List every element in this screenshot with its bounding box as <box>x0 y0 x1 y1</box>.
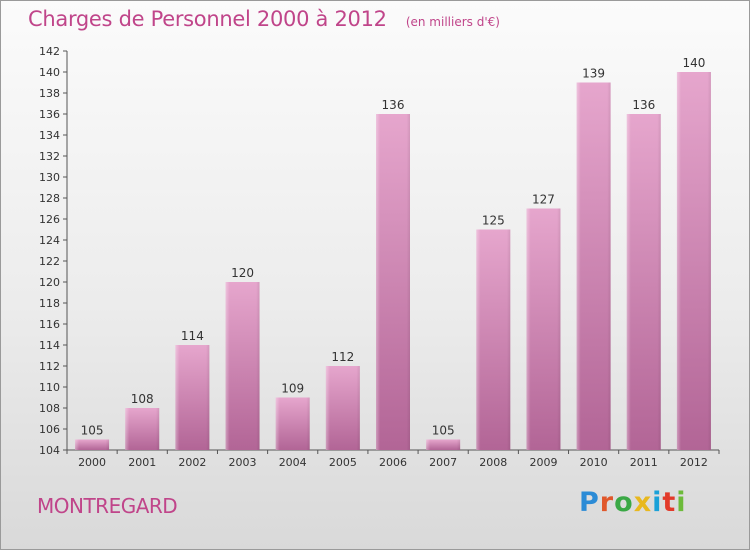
y-tick-label: 104 <box>39 444 60 457</box>
bar-value-label: 112 <box>331 350 354 364</box>
bar-value-label: 109 <box>281 382 304 396</box>
x-tick-label: 2005 <box>329 456 357 469</box>
bar-shade <box>125 408 160 450</box>
y-tick-label: 116 <box>39 318 60 331</box>
y-tick-label: 120 <box>39 276 60 289</box>
bar-shade <box>426 439 461 450</box>
y-tick-label: 136 <box>39 108 60 121</box>
bar-value-label: 105 <box>81 424 104 438</box>
y-tick-label: 122 <box>39 255 60 268</box>
bar-shade <box>175 345 210 450</box>
chart-subtitle: (en milliers d'€) <box>405 15 500 29</box>
y-tick-label: 108 <box>39 402 60 415</box>
bar-shade <box>225 282 260 450</box>
bar-value-label: 136 <box>632 98 655 112</box>
bar-value-label: 114 <box>181 329 204 343</box>
y-tick-label: 106 <box>39 423 60 436</box>
bar-value-label: 108 <box>131 392 154 406</box>
bar-value-label: 140 <box>682 56 705 70</box>
bar-value-label: 136 <box>382 98 405 112</box>
bar-shade <box>526 208 561 450</box>
x-tick-label: 2012 <box>680 456 708 469</box>
logo-letter: o <box>614 487 634 518</box>
x-tick-label: 2002 <box>178 456 206 469</box>
x-tick-label: 2000 <box>78 456 106 469</box>
value-labels: 105 108 114 120 109 112 136 105 125 127 139 136 140 <box>81 56 706 438</box>
x-tick-label: 2009 <box>529 456 557 469</box>
x-tick-label: 2001 <box>128 456 156 469</box>
bar-value-label: 139 <box>582 67 605 81</box>
bar-shade <box>626 114 661 450</box>
y-tick-label: 128 <box>39 192 60 205</box>
bar-value-label: 127 <box>532 193 555 207</box>
logo-letter: x <box>633 487 653 518</box>
bar-value-label: 105 <box>432 424 455 438</box>
y-tick-label: 112 <box>39 360 60 373</box>
x-tick-label: 2008 <box>479 456 507 469</box>
x-tick-label: 2004 <box>279 456 307 469</box>
bar-value-label: 120 <box>231 266 254 280</box>
x-tick-label: 2003 <box>229 456 257 469</box>
x-tick-label: 2010 <box>580 456 608 469</box>
logo-letter: r <box>599 487 615 518</box>
y-tick-label: 140 <box>39 66 60 79</box>
bar-shade <box>476 229 511 450</box>
y-tick-label: 132 <box>39 150 60 163</box>
bars <box>75 72 711 450</box>
logo-letter: t <box>662 487 677 518</box>
title-line: Charges de Personnel 2000 à 2012 (en mil… <box>28 7 500 31</box>
proxiti-logo[interactable]: Proxiti <box>579 487 687 518</box>
logo-letter: i <box>652 487 663 518</box>
y-tick-label: 142 <box>39 45 60 58</box>
logo-letter: i <box>676 487 687 518</box>
y-tick-label: 138 <box>39 87 60 100</box>
y-axis: 104 106 108 110 112 114 116 118 120 122 124 126 128 1… <box>39 45 68 457</box>
y-tick-label: 110 <box>39 381 60 394</box>
bar-shade <box>576 82 611 450</box>
bar-shade <box>75 439 110 450</box>
y-tick-label: 134 <box>39 129 60 142</box>
x-tick-label: 2007 <box>429 456 457 469</box>
bar-shade <box>376 114 410 450</box>
y-tick-label: 124 <box>39 234 60 247</box>
chart-title: Charges de Personnel 2000 à 2012 <box>28 7 387 31</box>
y-tick-label: 118 <box>39 297 60 310</box>
commune-name: MONTREGARD <box>37 494 178 518</box>
y-tick-label: 126 <box>39 213 60 226</box>
bar-shade <box>325 366 360 450</box>
bar-shade <box>275 397 310 450</box>
x-axis: 2000 2001 2002 2003 2004 2005 2006 2007 2008 2009… <box>66 449 720 469</box>
x-tick-label: 2011 <box>630 456 658 469</box>
bar-shade <box>676 72 711 450</box>
bar-value-label: 125 <box>482 214 505 228</box>
y-tick-label: 114 <box>39 339 60 352</box>
logo-letter: P <box>579 487 600 518</box>
y-tick-label: 130 <box>39 171 60 184</box>
x-tick-label: 2006 <box>379 456 407 469</box>
